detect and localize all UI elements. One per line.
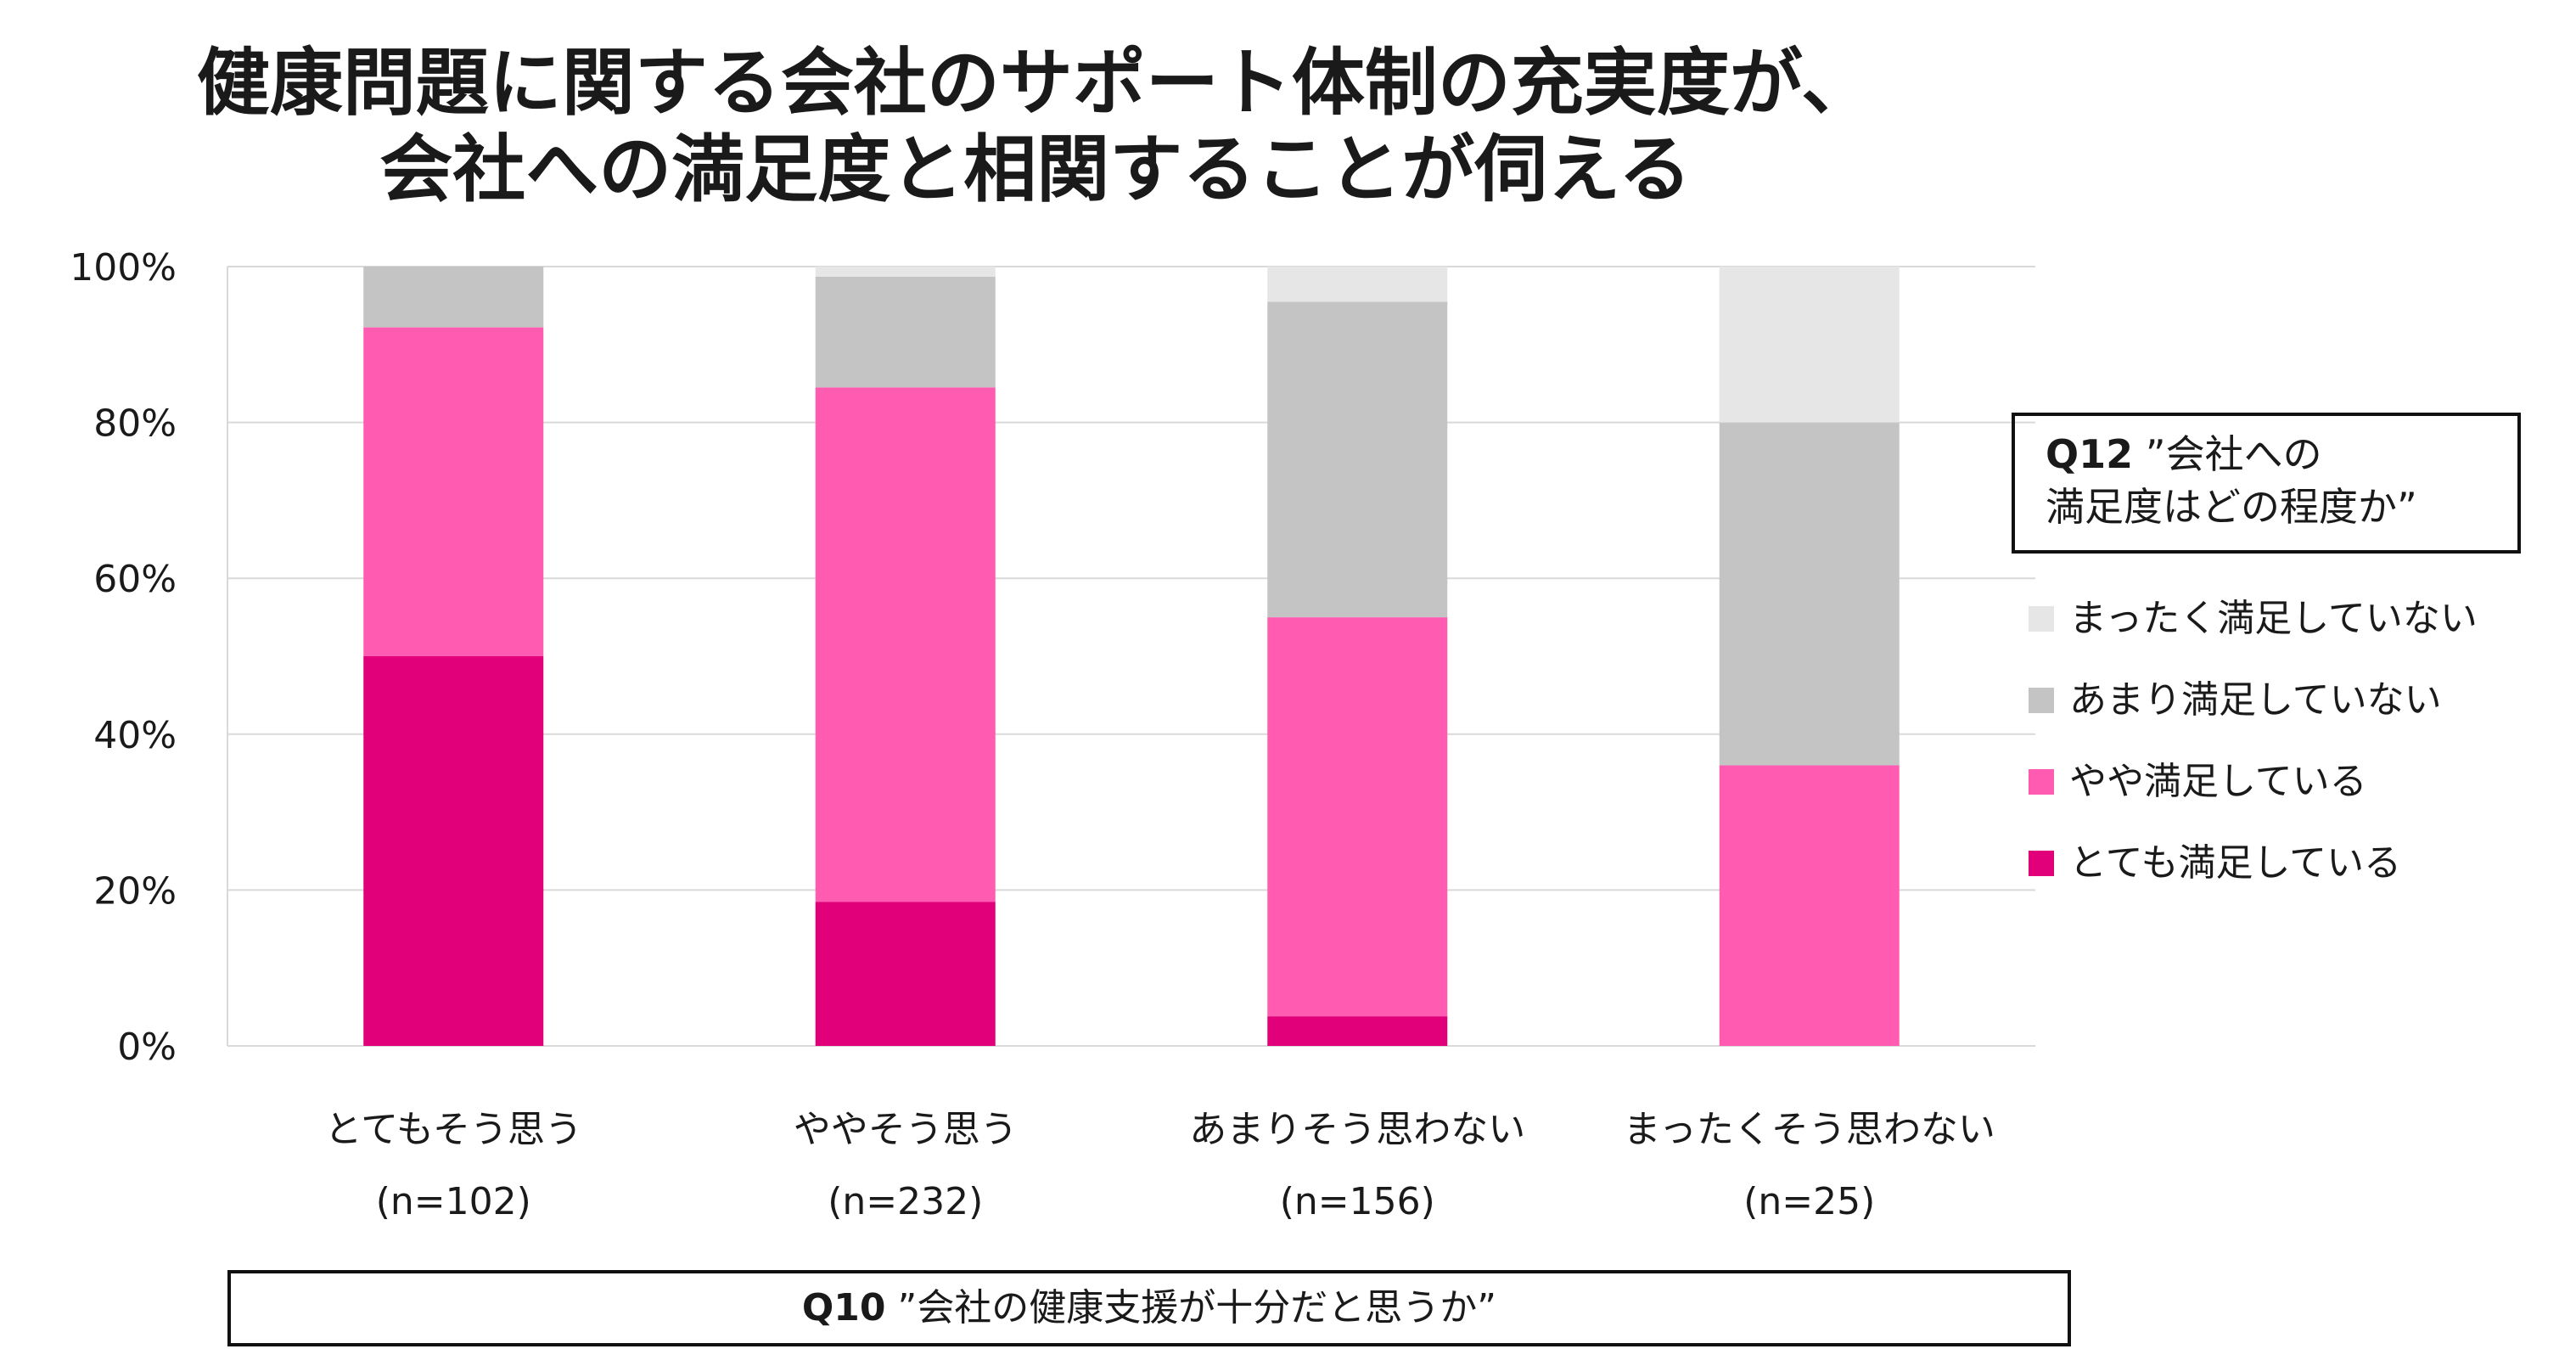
legend-question-text-line2: 満足度はどの程度か” bbox=[2046, 484, 2417, 530]
y-tick-label: 0% bbox=[117, 1026, 177, 1069]
bar-segment bbox=[1719, 765, 1900, 1046]
bar-segment bbox=[1719, 422, 1900, 766]
y-tick-label: 100% bbox=[70, 246, 177, 289]
bar-segment bbox=[363, 327, 544, 656]
bar-segment bbox=[1267, 617, 1448, 1017]
y-tick-label: 40% bbox=[93, 714, 177, 757]
legend-label: まったく満足していない bbox=[2069, 597, 2478, 640]
x-sample-size-label: (n=25) bbox=[1743, 1180, 1876, 1223]
x-axis-question-text: ”会社の健康支援が十分だと思うか” bbox=[885, 1286, 1497, 1329]
bar-segment bbox=[363, 267, 544, 328]
chart-title-line1: 健康問題に関する会社のサポート体制の充実度が、 bbox=[196, 41, 1875, 126]
legend-question-box: Q12 ”会社への 満足度はどの程度か” bbox=[2012, 413, 2521, 554]
bar-segment bbox=[1719, 267, 1900, 423]
y-tick-label: 80% bbox=[93, 402, 177, 446]
bar-segment bbox=[1267, 1016, 1448, 1046]
y-tick-label: 20% bbox=[93, 869, 177, 913]
x-sample-size-label: (n=156) bbox=[1279, 1180, 1435, 1223]
bar-segment bbox=[815, 267, 996, 277]
x-axis-question-box: Q10 ”会社の健康支援が十分だと思うか” bbox=[227, 1270, 2071, 1346]
x-category-label: あまりそう思わない bbox=[1189, 1108, 1526, 1151]
legend-question-text-line1: ”会社への bbox=[2133, 431, 2322, 477]
legend-swatch bbox=[2029, 688, 2054, 713]
bar-segment bbox=[1267, 301, 1448, 618]
x-category-label: とてもそう思う bbox=[324, 1108, 583, 1151]
x-sample-size-label: (n=102) bbox=[375, 1180, 531, 1223]
bar-segment bbox=[1267, 267, 1448, 302]
bar-segment bbox=[363, 656, 544, 1046]
bar-segment bbox=[815, 902, 996, 1046]
bar-segment bbox=[815, 276, 996, 388]
legend-label: やや満足している bbox=[2069, 760, 2367, 803]
x-category-label: ややそう思う bbox=[793, 1108, 1018, 1151]
legend-swatch bbox=[2029, 606, 2054, 632]
legend-label: あまり満足していない bbox=[2069, 678, 2442, 722]
x-sample-size-label: (n=232) bbox=[828, 1180, 984, 1223]
legend-label: とても満足している bbox=[2069, 841, 2402, 885]
y-tick-label: 60% bbox=[93, 558, 177, 601]
x-axis-question-id: Q10 bbox=[801, 1286, 886, 1329]
legend-swatch bbox=[2029, 851, 2054, 876]
legend-question-id: Q12 bbox=[2046, 431, 2134, 477]
bar-segment bbox=[815, 387, 996, 902]
legend-swatch bbox=[2029, 769, 2054, 795]
chart-title-line2: 会社への満足度と相関することが伺える bbox=[379, 127, 1692, 212]
x-category-label: まったくそう思わない bbox=[1623, 1108, 1995, 1151]
